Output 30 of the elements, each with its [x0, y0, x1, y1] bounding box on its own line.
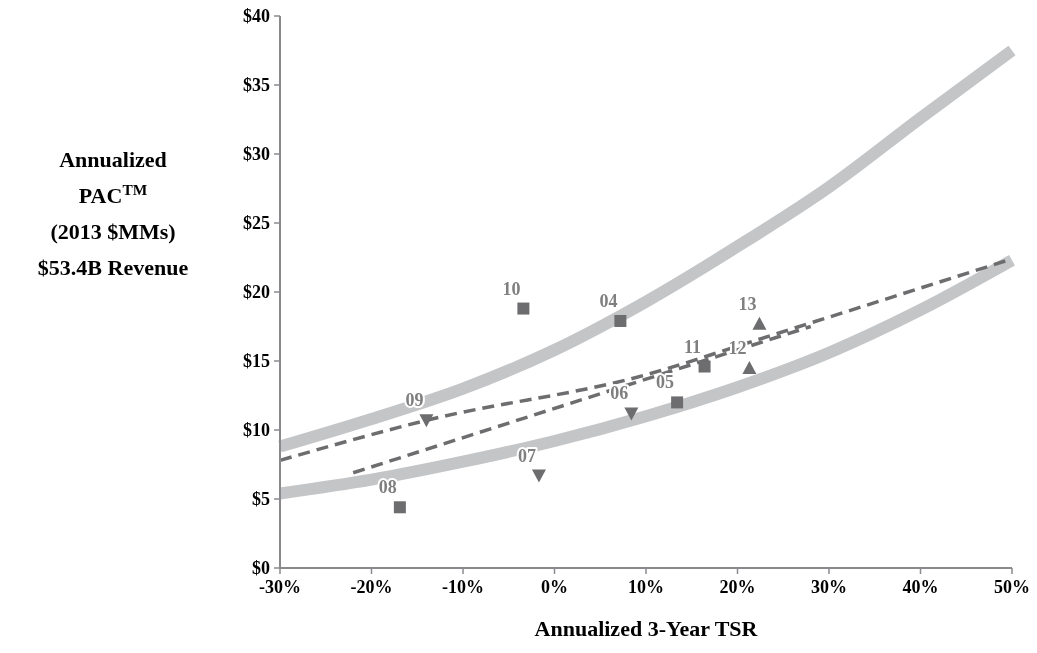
y-tick-label: $25	[243, 213, 270, 233]
annotation: 11	[684, 336, 702, 357]
x-tick-label: 50%	[994, 577, 1030, 597]
annotation: 04	[599, 290, 618, 311]
x-tick-label: 40%	[902, 577, 939, 597]
annotation: 06	[610, 383, 629, 404]
annotation: 13	[738, 293, 757, 314]
x-tick-label: 20%	[719, 577, 756, 597]
y-tick-label: $35	[243, 75, 270, 95]
x-tick-label: 30%	[811, 577, 847, 597]
y-tick-label: $10	[243, 420, 270, 440]
annotation: 09	[405, 390, 424, 411]
annotation: 05	[656, 372, 675, 393]
y-tick-label: $20	[243, 282, 270, 302]
x-tick-label: 10%	[628, 577, 664, 597]
annotation: 12	[728, 337, 747, 358]
y-tick-label: $5	[252, 489, 270, 509]
x-tick-label: -10%	[442, 577, 484, 597]
x-axis-title: Annualized 3-Year TSR	[534, 616, 759, 641]
annotation: 07	[517, 445, 536, 466]
y-tick-label: $0	[252, 558, 270, 578]
text: Annualized PAC$^{TM}$ (2013 $MMs) $53.4B Revenue	[37, 147, 189, 280]
x-tick-label: -30%	[259, 577, 301, 597]
annotation: 08	[378, 477, 397, 498]
x-tick-label: -20%	[350, 577, 393, 597]
y-tick-label: $30	[243, 144, 270, 164]
annotation: 10	[502, 278, 521, 299]
y-tick-label: $40	[243, 6, 270, 26]
y-tick-label: $15	[243, 351, 270, 371]
x-tick-label: 0%	[541, 577, 568, 597]
